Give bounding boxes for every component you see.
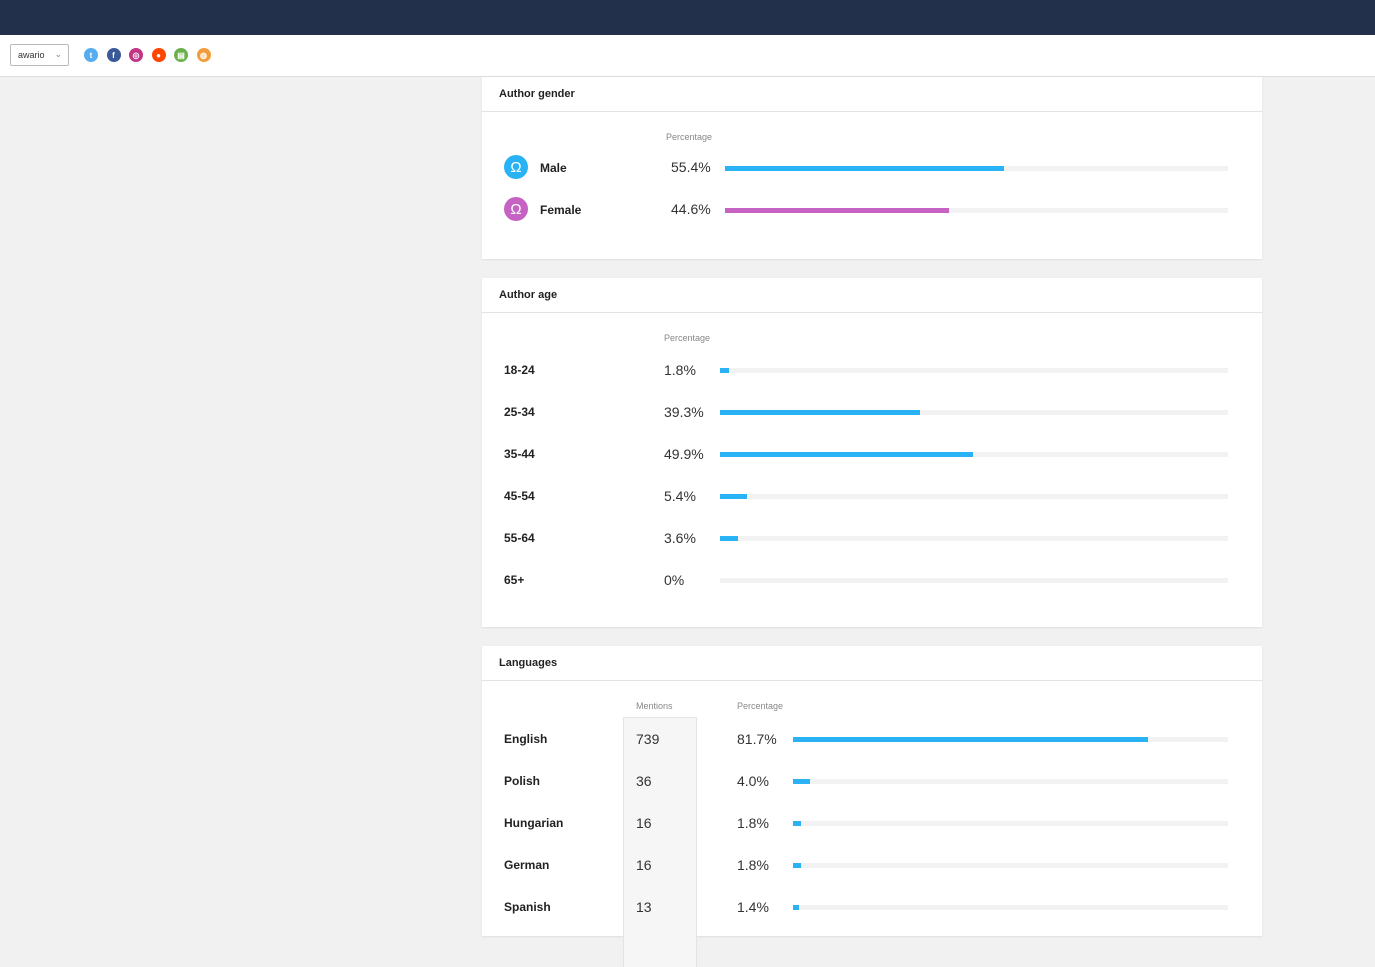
percentage-bar-track: [793, 863, 1228, 868]
percentage-bar-fill: [720, 494, 748, 499]
language-row: Hungarian 16 1.8%: [482, 815, 1262, 845]
percentage-bar-fill: [793, 737, 1149, 742]
percentage-bar-track: [720, 494, 1228, 499]
percentage-bar-track: [720, 578, 1228, 583]
language-row: Polish 36 4.0%: [482, 773, 1262, 803]
card-header: Author gender: [482, 77, 1262, 112]
gender-label: Female: [540, 203, 582, 217]
percentage-bar-fill: [793, 779, 811, 784]
age-range-label: 65+: [504, 573, 525, 587]
top-navigation-bar: [0, 0, 1375, 35]
language-label: English: [504, 732, 548, 746]
language-percentage: 81.7%: [737, 731, 777, 747]
age-percentage: 1.8%: [664, 362, 696, 378]
reddit-icon[interactable]: ●: [151, 48, 166, 62]
alert-select-value: awario: [18, 50, 45, 60]
percentage-bar-fill: [793, 905, 800, 910]
mentions-header: Mentions: [636, 701, 673, 711]
age-row: 35-44 49.9%: [482, 446, 1262, 476]
language-row: Spanish 13 1.4%: [482, 899, 1262, 929]
age-row: 25-34 39.3%: [482, 404, 1262, 434]
card-header: Author age: [482, 278, 1262, 313]
percentage-bar-track: [725, 166, 1228, 171]
percentage-bar-fill: [793, 821, 801, 826]
card-title: Languages: [499, 657, 558, 669]
language-label: Hungarian: [504, 816, 564, 830]
percentage-bar-fill: [720, 452, 974, 457]
age-row: 65+ 0%: [482, 572, 1262, 602]
language-label: German: [504, 858, 550, 872]
language-percentage: 1.4%: [737, 899, 769, 915]
language-row: English 739 81.7%: [482, 731, 1262, 761]
card-header: Languages: [482, 646, 1262, 681]
percentage-bar-track: [720, 452, 1228, 457]
language-mentions: 16: [636, 815, 652, 831]
percentage-bar-track: [793, 905, 1228, 910]
age-percentage: 39.3%: [664, 404, 704, 420]
twitter-icon[interactable]: t: [84, 48, 98, 62]
percentage-bar-track: [793, 779, 1228, 784]
female-gender-icon: Ω: [504, 197, 528, 221]
percentage-bar-track: [793, 821, 1228, 826]
age-percentage: 5.4%: [664, 488, 696, 504]
language-mentions: 13: [636, 899, 652, 915]
language-label: Polish: [504, 774, 541, 788]
mentions-column: [623, 717, 697, 967]
chevron-down-icon: ⌄: [54, 49, 62, 59]
instagram-icon[interactable]: ◎: [129, 48, 143, 62]
age-row: 55-64 3.6%: [482, 530, 1262, 560]
languages-card: Languages Mentions Percentage English 739…: [482, 646, 1262, 967]
percentage-bar-fill: [720, 410, 920, 415]
age-range-label: 18-24: [504, 363, 535, 377]
age-range-label: 35-44: [504, 447, 535, 461]
author-gender-card: Author gender Percentage Ω Male 55.4% Ω Fema…: [482, 77, 1262, 259]
facebook-icon[interactable]: f: [106, 48, 121, 62]
percentage-bar-track: [720, 410, 1228, 415]
percentage-bar-fill: [725, 208, 950, 213]
age-row: 18-24 1.8%: [482, 362, 1262, 392]
language-percentage: 4.0%: [737, 773, 769, 789]
age-range-label: 45-54: [504, 489, 535, 503]
alert-select[interactable]: awario ⌄: [10, 44, 69, 66]
age-percentage: 3.6%: [664, 530, 696, 546]
percentage-bar-fill: [793, 863, 801, 868]
age-range-label: 55-64: [504, 531, 535, 545]
gender-label: Male: [540, 161, 567, 175]
language-percentage: 1.8%: [737, 815, 769, 831]
gender-percentage: 44.6%: [671, 201, 711, 217]
age-row: 45-54 5.4%: [482, 488, 1262, 518]
age-range-label: 25-34: [504, 405, 535, 419]
language-row: German 16 1.8%: [482, 857, 1262, 887]
language-mentions: 739: [636, 731, 660, 747]
gender-row: Ω Male 55.4%: [482, 155, 1262, 185]
filter-toolbar: awario ⌄ t f ◎ ● ▤ ◍: [0, 35, 1375, 77]
percentage-bar-track: [720, 536, 1228, 541]
percentage-bar-track: [725, 208, 1228, 213]
percentage-bar-track: [793, 737, 1228, 742]
language-label: Spanish: [504, 900, 551, 914]
source-filter-icons: t f ◎ ● ▤ ◍: [84, 48, 219, 62]
percentage-header: Percentage: [737, 701, 784, 711]
card-title: Author age: [499, 289, 558, 301]
author-age-card: Author age Percentage 18-24 1.8% 25-34 39.3…: [482, 278, 1262, 627]
percentage-bar-fill: [720, 536, 739, 541]
news-icon[interactable]: ▤: [174, 48, 188, 62]
gender-row: Ω Female 44.6%: [482, 197, 1262, 227]
web-icon[interactable]: ◍: [196, 48, 211, 62]
language-mentions: 16: [636, 857, 652, 873]
language-mentions: 36: [636, 773, 652, 789]
percentage-bar-fill: [725, 166, 1004, 171]
male-gender-icon: Ω: [504, 155, 528, 179]
gender-percentage: 55.4%: [671, 159, 711, 175]
card-title: Author gender: [499, 88, 575, 100]
percentage-bar-track: [720, 368, 1228, 373]
percentage-header: Percentage: [666, 132, 713, 142]
percentage-bar-fill: [720, 368, 730, 373]
percentage-header: Percentage: [664, 333, 711, 343]
age-percentage: 0%: [664, 572, 685, 588]
language-percentage: 1.8%: [737, 857, 769, 873]
age-percentage: 49.9%: [664, 446, 704, 462]
